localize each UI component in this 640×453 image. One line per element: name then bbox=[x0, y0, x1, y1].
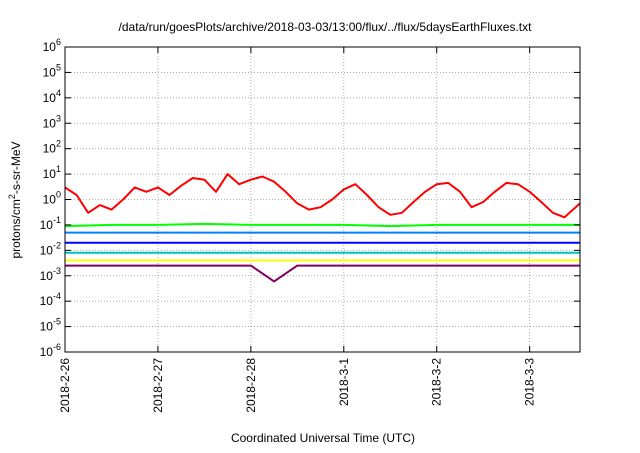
series-line-1 bbox=[64, 173, 581, 219]
x-tick-label: 2018-3-3 bbox=[523, 358, 537, 406]
y-tick-label: 105 bbox=[43, 62, 61, 79]
x-axis-ticks: 2018-2-26 2018-2-27 2018-2-28 2018-3-1 2018-… bbox=[58, 47, 537, 413]
y-tick-label: 106 bbox=[43, 37, 61, 54]
y-tick-label: 10-1 bbox=[40, 215, 61, 232]
x-tick-label: 2018-3-2 bbox=[430, 358, 444, 406]
series-line-2 bbox=[64, 222, 580, 228]
series-group bbox=[64, 173, 581, 283]
x-tick-label: 2018-2-28 bbox=[244, 358, 258, 413]
x-tick-label: 2018-2-26 bbox=[58, 358, 72, 413]
series-line-7 bbox=[65, 264, 580, 283]
y-tick-label: 10-2 bbox=[40, 240, 61, 257]
y-tick-label: 10-6 bbox=[40, 342, 61, 359]
y-tick-label: 102 bbox=[43, 139, 61, 156]
x-axis-label: Coordinated Universal Time (UTC) bbox=[231, 431, 415, 445]
chart-title: /data/run/goesPlots/archive/2018-03-03/1… bbox=[119, 20, 533, 34]
y-tick-label: 101 bbox=[43, 164, 61, 181]
x-tick-label: 2018-3-1 bbox=[337, 358, 351, 406]
x-tick-label: 2018-2-27 bbox=[151, 358, 165, 413]
y-axis-label: protons/cm2-s-sr-MeV bbox=[7, 141, 23, 258]
y-tick-label: 10-3 bbox=[40, 266, 61, 283]
plot-frame bbox=[64, 46, 581, 353]
y-axis-ticks: 10-6 10-5 10-4 10-3 10-2 10-1 100 101 102 103 104 1… bbox=[40, 37, 580, 359]
grid bbox=[64, 47, 580, 352]
y-tick-label: 104 bbox=[43, 88, 61, 105]
y-tick-label: 103 bbox=[43, 113, 61, 130]
y-tick-label: 100 bbox=[43, 190, 61, 207]
y-tick-label: 10-4 bbox=[40, 291, 61, 308]
y-tick-label: 10-5 bbox=[40, 317, 61, 334]
